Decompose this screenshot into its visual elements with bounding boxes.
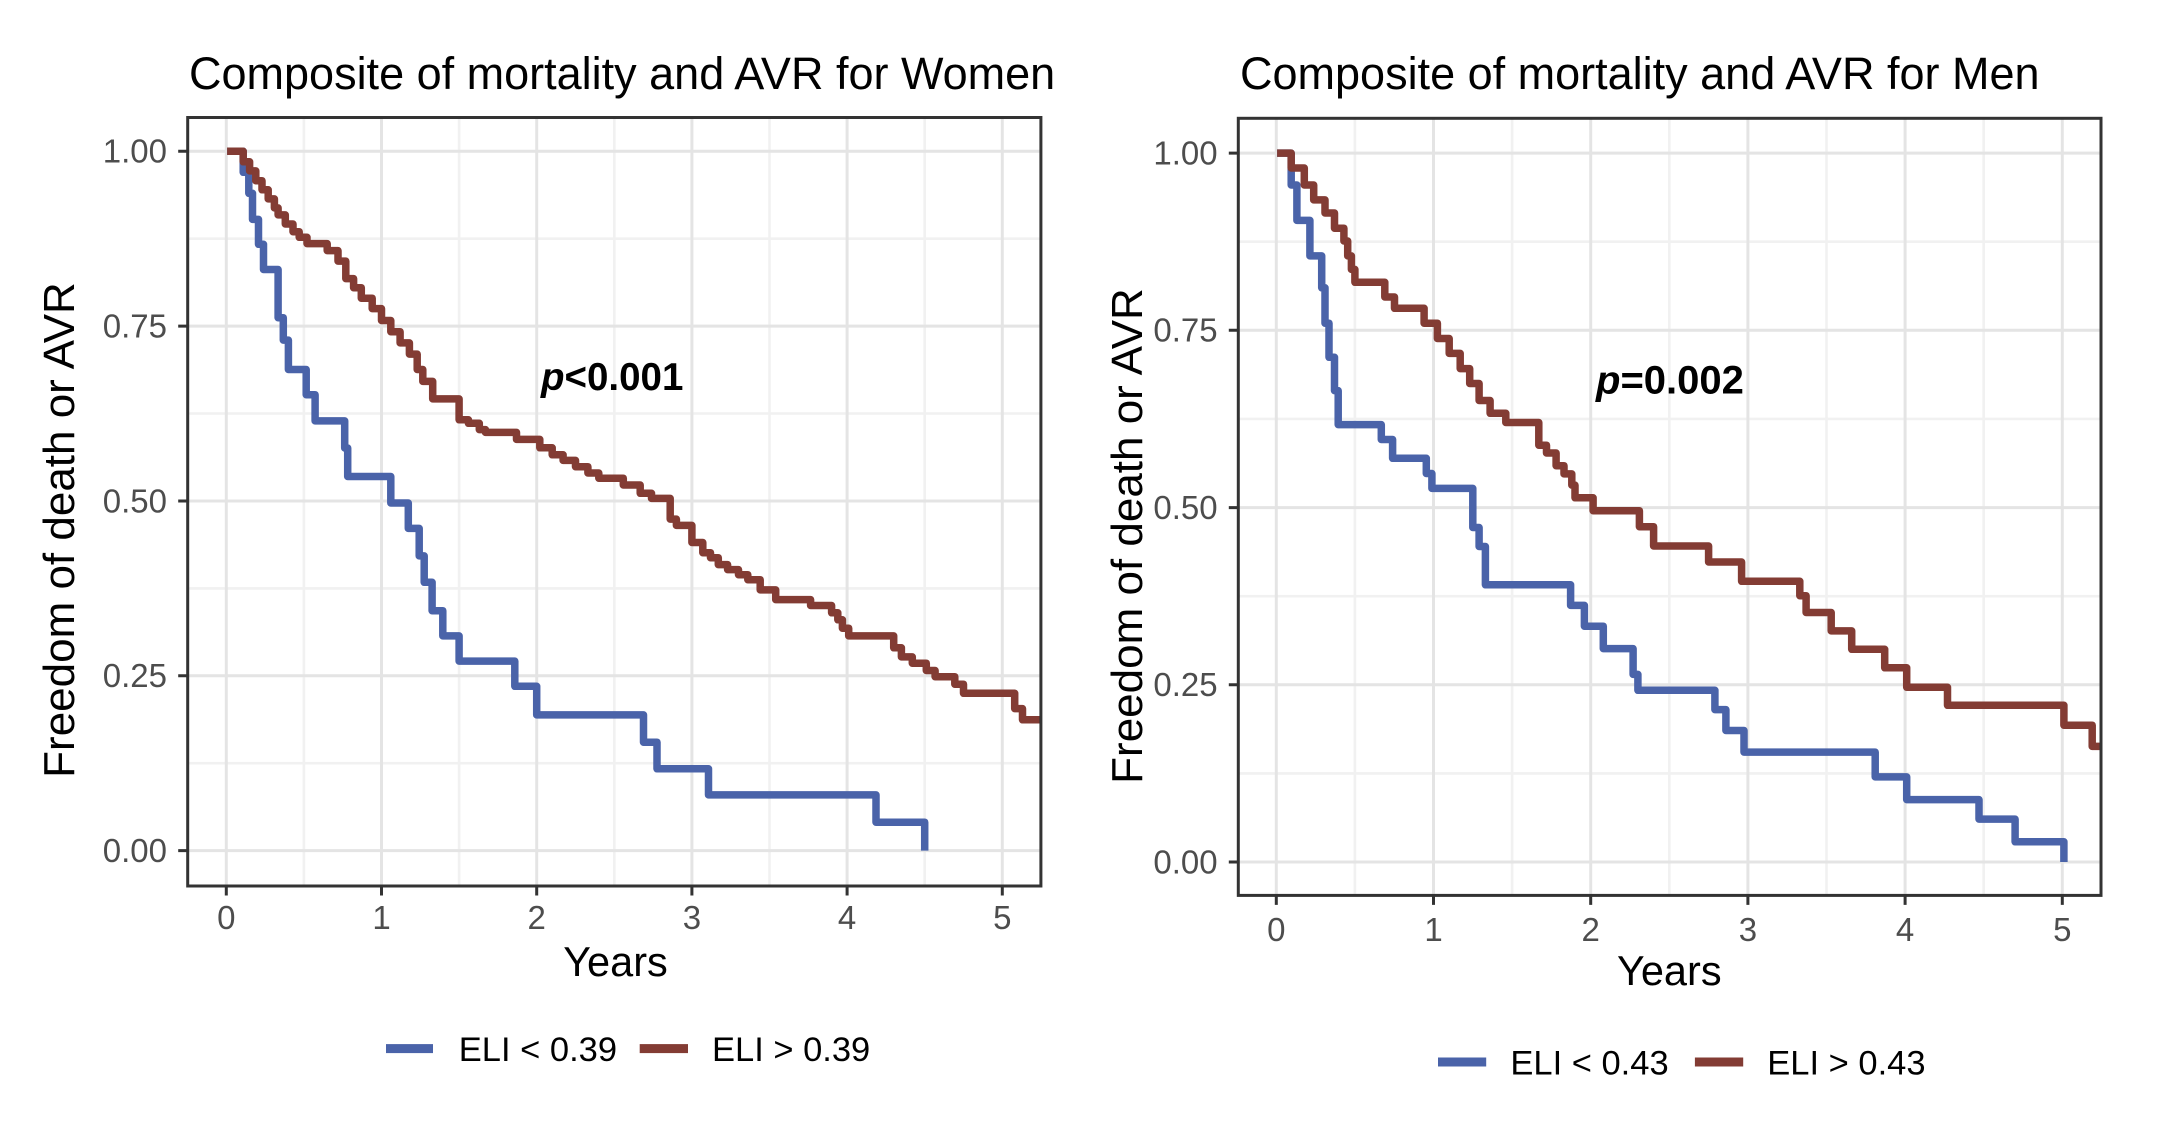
svg-text:Composite of mortality and AVR: Composite of mortality and AVR for Men — [1240, 48, 2040, 99]
svg-text:Composite of mortality and AVR: Composite of mortality and AVR for Women — [189, 48, 1055, 99]
svg-text:1: 1 — [372, 899, 390, 936]
svg-text:0.25: 0.25 — [1153, 666, 1217, 703]
svg-text:0: 0 — [217, 899, 235, 936]
svg-text:Freedom of death or AVR: Freedom of death or AVR — [35, 282, 84, 778]
svg-text:ELI > 0.43: ELI > 0.43 — [1767, 1044, 1925, 1082]
svg-text:Freedom of death or AVR: Freedom of death or AVR — [1103, 288, 1152, 784]
svg-text:0.00: 0.00 — [103, 832, 167, 869]
svg-text:0.75: 0.75 — [1153, 312, 1217, 349]
svg-text:0.75: 0.75 — [103, 308, 167, 345]
svg-text:1.00: 1.00 — [103, 133, 167, 170]
svg-text:0.25: 0.25 — [103, 657, 167, 694]
svg-text:3: 3 — [1739, 911, 1757, 948]
svg-text:5: 5 — [2053, 911, 2071, 948]
svg-text:p=0.002: p=0.002 — [1595, 359, 1744, 403]
svg-text:0.00: 0.00 — [1153, 843, 1217, 880]
svg-text:1: 1 — [1424, 911, 1442, 948]
svg-text:ELI < 0.43: ELI < 0.43 — [1510, 1044, 1668, 1082]
svg-text:Years: Years — [563, 938, 668, 985]
svg-text:4: 4 — [838, 899, 856, 936]
svg-text:p<0.001: p<0.001 — [540, 356, 683, 399]
svg-text:Years: Years — [1617, 947, 1722, 994]
svg-text:0: 0 — [1267, 911, 1285, 948]
svg-text:2: 2 — [1582, 911, 1600, 948]
svg-text:4: 4 — [1896, 911, 1914, 948]
svg-text:0.50: 0.50 — [1153, 489, 1217, 526]
svg-text:0.50: 0.50 — [103, 482, 167, 519]
svg-text:2: 2 — [528, 899, 546, 936]
svg-text:5: 5 — [993, 899, 1011, 936]
svg-text:ELI < 0.39: ELI < 0.39 — [459, 1031, 617, 1069]
svg-text:3: 3 — [683, 899, 701, 936]
svg-text:1.00: 1.00 — [1153, 135, 1217, 172]
svg-text:ELI > 0.39: ELI > 0.39 — [712, 1031, 870, 1069]
